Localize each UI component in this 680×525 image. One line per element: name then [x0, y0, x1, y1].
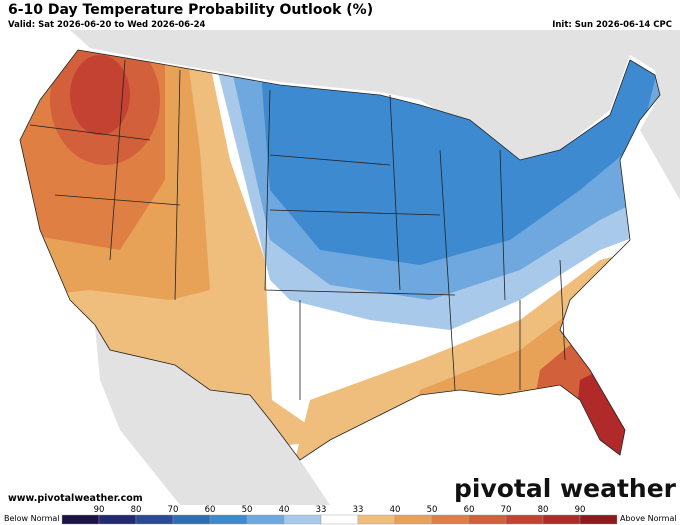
- legend: Below Normal Above Normal 90 80 70 60 50 40 33…: [4, 505, 677, 525]
- legend-swatch: [98, 514, 137, 525]
- site-url: www.pivotalweather.com: [8, 493, 143, 504]
- title: 6-10 Day Temperature Probability Outlook…: [8, 2, 373, 18]
- mexico: [95, 325, 330, 505]
- logo: pivotal weather: [454, 474, 677, 503]
- legend-tick: 70: [168, 505, 179, 515]
- legend-swatch: [505, 514, 544, 525]
- legend-swatch: [209, 514, 248, 525]
- legend-tick: 90: [575, 505, 586, 515]
- legend-swatch: [579, 514, 618, 525]
- legend-swatch: [357, 514, 396, 525]
- legend-tick: 40: [390, 505, 401, 515]
- valid-time: Valid: Sat 2026-06-20 to Wed 2026-06-24: [8, 20, 206, 30]
- legend-tick: 60: [464, 505, 475, 515]
- legend-tick: 70: [501, 505, 512, 515]
- above-normal-label: Above Normal: [620, 514, 677, 523]
- canada: [0, 30, 680, 200]
- us-outline: [19, 49, 661, 461]
- legend-tick: 60: [205, 505, 216, 515]
- above-70: [70, 55, 130, 135]
- legend-tick: 80: [538, 505, 549, 515]
- legend-swatch: [542, 514, 581, 525]
- legend-swatch: [283, 514, 322, 525]
- legend-tick: 80: [131, 505, 142, 515]
- legend-tick: 50: [427, 505, 438, 515]
- legend-swatch: [320, 514, 359, 525]
- init-time: Init: Sun 2026-06-14 CPC: [552, 20, 672, 30]
- legend-swatch: [431, 514, 470, 525]
- legend-swatch: [61, 514, 100, 525]
- legend-tick: 50: [242, 505, 253, 515]
- legend-swatch: [172, 514, 211, 525]
- legend-tick: 90: [94, 505, 105, 515]
- legend-tick: 33: [316, 505, 327, 515]
- below-normal-label: Below Normal: [4, 514, 60, 523]
- legend-swatch: [246, 514, 285, 525]
- legend-swatch: [394, 514, 433, 525]
- legend-swatch: [135, 514, 174, 525]
- state-borders: [19, 49, 661, 461]
- legend-tick: 33: [353, 505, 364, 515]
- state-lines: [29, 59, 566, 400]
- legend-tick: 40: [279, 505, 290, 515]
- legend-swatch: [468, 514, 507, 525]
